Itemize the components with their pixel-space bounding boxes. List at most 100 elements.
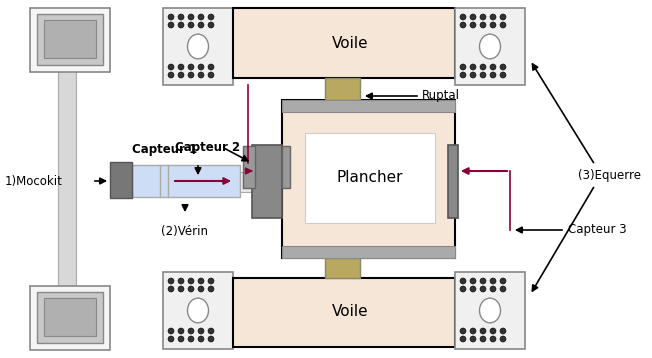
Ellipse shape [479,298,501,323]
Circle shape [208,14,214,20]
Bar [44,298,96,336]
Circle shape [168,22,174,28]
Bar [233,8,455,78]
Circle shape [208,328,214,334]
Text: Plancher: Plancher [336,170,403,185]
Circle shape [490,72,496,78]
Circle shape [198,22,204,28]
Text: Capteur 1: Capteur 1 [132,144,197,156]
Circle shape [470,278,476,284]
Bar [455,272,525,349]
Circle shape [490,14,496,20]
Circle shape [500,336,506,342]
Bar [58,62,76,290]
Circle shape [500,22,506,28]
Bar [325,78,360,100]
Circle shape [168,286,174,292]
Circle shape [178,328,184,334]
Circle shape [490,22,496,28]
Circle shape [460,278,466,284]
Circle shape [460,72,466,78]
Circle shape [198,328,204,334]
Text: Capteur 2: Capteur 2 [175,140,240,154]
Bar [240,172,252,192]
Bar [44,20,96,58]
Circle shape [188,278,194,284]
Bar [37,292,103,343]
Circle shape [480,336,486,342]
Circle shape [198,336,204,342]
Circle shape [500,278,506,284]
Circle shape [208,278,214,284]
Bar [325,258,360,278]
Circle shape [188,14,194,20]
Circle shape [178,72,184,78]
Ellipse shape [479,34,501,59]
Circle shape [480,22,486,28]
Circle shape [178,278,184,284]
Circle shape [490,286,496,292]
Circle shape [480,286,486,292]
Circle shape [470,22,476,28]
Circle shape [460,14,466,20]
Text: (3)Equerre: (3)Equerre [578,169,641,182]
Circle shape [168,328,174,334]
Bar [110,162,132,198]
Circle shape [178,22,184,28]
Bar [30,286,110,350]
Text: Capteur 3: Capteur 3 [568,223,627,237]
Circle shape [500,64,506,70]
Circle shape [470,14,476,20]
Bar [233,278,455,347]
Circle shape [188,336,194,342]
Bar [305,133,435,223]
Circle shape [490,336,496,342]
Circle shape [460,336,466,342]
Circle shape [208,72,214,78]
Circle shape [188,328,194,334]
Circle shape [500,14,506,20]
Circle shape [480,14,486,20]
Circle shape [178,14,184,20]
Text: 1)Mocokit: 1)Mocokit [5,174,63,188]
Circle shape [168,14,174,20]
Text: Ruptal: Ruptal [422,90,460,102]
Bar [243,146,255,188]
Bar [163,8,233,85]
Text: (2)Vérin: (2)Vérin [162,225,209,238]
Circle shape [460,64,466,70]
Circle shape [500,286,506,292]
Circle shape [490,64,496,70]
Bar [282,100,455,112]
Circle shape [188,22,194,28]
Bar [282,146,290,188]
Circle shape [470,336,476,342]
Circle shape [168,72,174,78]
Circle shape [208,336,214,342]
Circle shape [168,278,174,284]
Circle shape [208,64,214,70]
Circle shape [460,286,466,292]
Circle shape [178,336,184,342]
Circle shape [198,278,204,284]
Bar [282,100,455,258]
Circle shape [188,72,194,78]
Circle shape [168,336,174,342]
Circle shape [460,22,466,28]
Circle shape [480,278,486,284]
Circle shape [500,72,506,78]
Circle shape [168,64,174,70]
Circle shape [490,278,496,284]
Ellipse shape [188,34,209,59]
Bar [132,165,240,197]
Circle shape [198,286,204,292]
Bar [163,272,233,349]
Bar [252,145,282,218]
Circle shape [208,286,214,292]
Circle shape [480,64,486,70]
Ellipse shape [188,298,209,323]
Bar [455,8,525,85]
Circle shape [198,14,204,20]
Circle shape [490,328,496,334]
Circle shape [188,286,194,292]
